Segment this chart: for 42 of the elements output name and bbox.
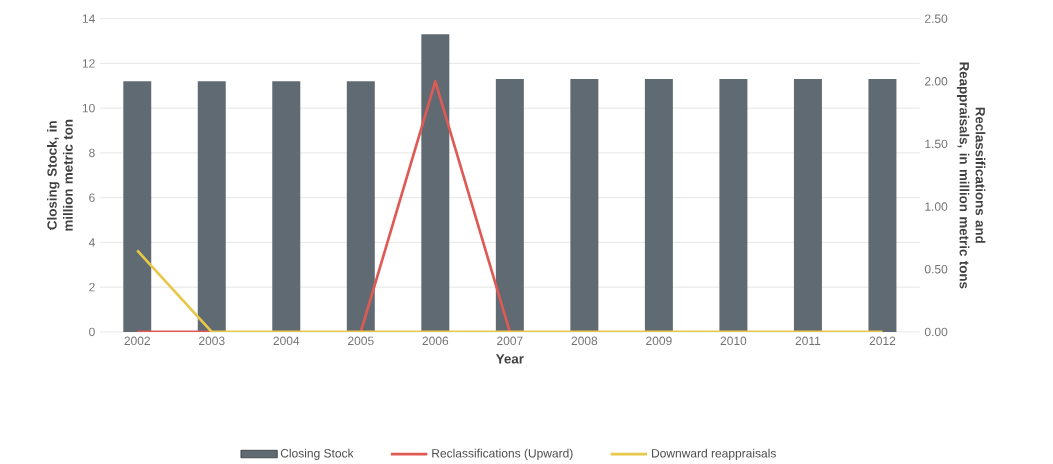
bar bbox=[495, 79, 524, 332]
bar bbox=[272, 81, 301, 332]
y2-axis-title: Reclassifications and Reappraisals, in million metric tons bbox=[956, 62, 986, 289]
x-tick-label: 2002 bbox=[124, 336, 150, 346]
y2-tick-label: 2.00 bbox=[925, 77, 948, 86]
legend-label: Closing Stock bbox=[280, 448, 354, 460]
x-tick-label: 2004 bbox=[273, 336, 300, 346]
bar bbox=[421, 34, 450, 332]
bar bbox=[793, 79, 822, 332]
legend-label: Downward reappraisals bbox=[652, 448, 776, 460]
x-tick-label: 2005 bbox=[348, 336, 374, 346]
bar bbox=[868, 79, 897, 332]
y-tick-label: 14 bbox=[82, 14, 95, 23]
bar bbox=[719, 79, 748, 332]
x-axis-title: Year bbox=[495, 354, 524, 364]
x-tick-label: 2003 bbox=[199, 336, 225, 346]
x-tick-label: 2009 bbox=[646, 336, 672, 346]
bar bbox=[644, 79, 673, 332]
x-tick-label: 2007 bbox=[497, 336, 523, 346]
y2-tick-label: 0.00 bbox=[924, 327, 948, 337]
y2-tick-label: 0.50 bbox=[924, 265, 948, 274]
bar bbox=[123, 81, 152, 332]
x-tick-label: 2008 bbox=[571, 336, 598, 346]
x-tick-label: 2010 bbox=[720, 336, 747, 346]
y-axis-title: Closing Stock, in million metric ton bbox=[46, 119, 73, 231]
y-tick-label: 8 bbox=[89, 148, 95, 158]
y-tick-label: 2 bbox=[89, 283, 95, 292]
y2-tick-label: 1.50 bbox=[925, 139, 948, 149]
y-tick-label: 0 bbox=[89, 327, 95, 337]
y-tick-label: 10 bbox=[82, 103, 95, 113]
bar bbox=[197, 81, 226, 332]
y2-tick-label: 2.50 bbox=[925, 14, 948, 23]
x-tick-label: 2006 bbox=[422, 336, 449, 346]
x-tick-label: 2011 bbox=[795, 336, 821, 346]
y-tick-label: 4 bbox=[88, 238, 95, 247]
y-tick-label: 6 bbox=[89, 193, 95, 202]
x-tick-label: 2012 bbox=[869, 336, 896, 346]
bar bbox=[346, 81, 375, 332]
y2-tick-label: 1.00 bbox=[925, 202, 948, 211]
bar bbox=[570, 79, 599, 332]
legend-label: Reclassifications (Upward) bbox=[432, 448, 573, 460]
y-tick-label: 12 bbox=[82, 59, 95, 68]
